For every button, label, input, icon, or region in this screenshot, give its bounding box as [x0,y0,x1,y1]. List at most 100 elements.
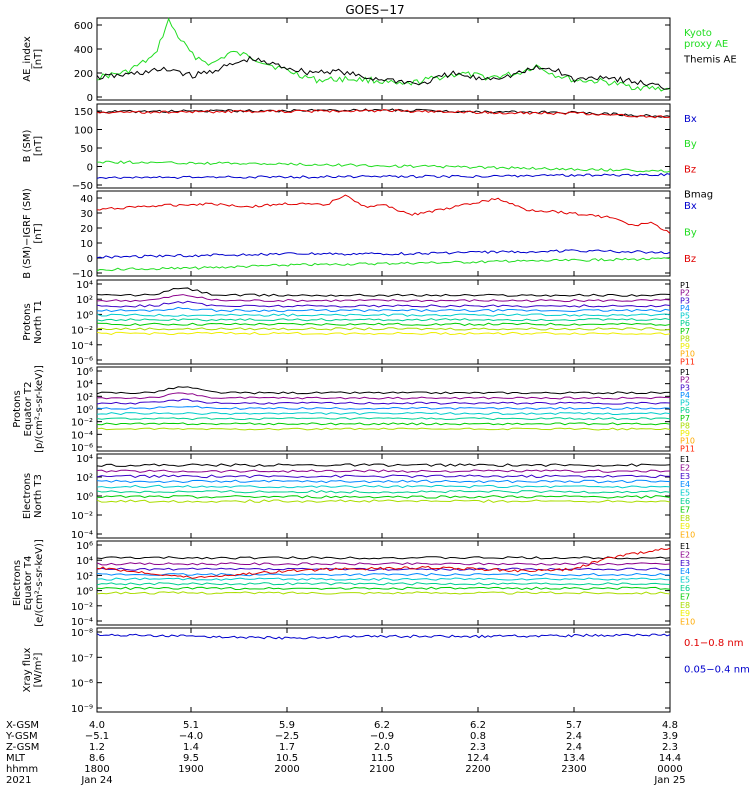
footer-cell: 1800 [84,764,109,775]
figure-title: GOES−17 [345,3,404,17]
channel-line [96,422,671,426]
y-tick-label: 10⁻⁷ [71,653,93,664]
footer-cell: 6.2 [374,720,390,731]
channel-line [96,479,671,484]
panel-8: Xray flux[W/m²] 10⁻⁸ 10⁻⁷ 10⁻⁶ 10⁻⁹ 0.1−0.8 n… [22,547,750,715]
legend-entry: P7 [680,327,690,336]
panel-3: B (SM)−IGRF (SM)[nT] −10 0 10 20 30 40 Bx By Bz [22,188,697,280]
channel-line [96,463,671,467]
y-tick-label: 30 [80,209,93,220]
panel-4: ProtonsNorth T1 10⁴ 10² 10⁰ 10⁻² 10⁻⁴ 10⁻⁶ P1P2… [22,279,695,367]
legend-entry: E10 [680,531,695,540]
legend-entry-line: proxy AE [684,39,728,50]
footer-row-label: 2021 [6,775,31,786]
footer-cell: 2.4 [566,731,582,742]
footer-cell: −5.1 [85,731,109,742]
y-tick-label: 0 [87,254,93,265]
series-line [96,172,671,180]
legend-entry: P2 [680,289,690,298]
legend-entry: P6 [680,406,690,415]
legend-entry: Bmag [684,190,713,201]
footer-cell: 4.8 [662,720,678,731]
legend-entry-line: Themis AE [683,54,737,65]
channel-line [96,318,671,322]
legend-entry: Bz [684,254,696,265]
legend-entry: E6 [680,584,690,593]
y-axis-label-line: Protons [12,390,23,427]
legend-entry: P11 [680,357,695,366]
y-axis-label-line: [e/(cm²-s-sr-keV)] [34,539,45,627]
panel-frame [96,17,671,101]
footer-cell: −4.0 [179,731,203,742]
y-tick-label: 10 [80,239,93,250]
legend-entry: E3 [680,559,690,568]
footer-cell: 5.7 [566,720,582,731]
legend-entry-line: Bz [684,164,696,175]
y-axis-label: Xray flux[W/m²] [22,648,44,693]
y-tick-label: 10⁻⁶ [71,443,93,454]
legend-entry: Bz [684,164,696,175]
legend-entry-line: By [684,227,697,238]
legend-entry: P4 [680,304,690,313]
footer-cell: 2000 [274,764,299,775]
footer-cell: 12.4 [467,753,489,764]
legend-entry: P1 [680,281,690,290]
series-line [96,547,671,579]
channel-line [96,313,671,317]
legend-entry: P3 [680,296,690,305]
channel-line [96,469,671,473]
y-tick-label: 10⁴ [76,556,93,567]
y-tick-label: 50 [80,144,93,155]
legend-entry: P10 [680,437,695,446]
legend-entry-line: 0.1−0.8 nm [684,638,743,649]
legend-entry: E4 [680,480,690,489]
y-tick-label: 10⁶ [76,367,93,378]
legend-entry: E7 [680,505,690,514]
footer-row-label: X-GSM [6,720,39,731]
y-axis-label-line: Xray flux [22,648,33,693]
legend-entry: P8 [680,334,690,343]
legend-entry: E5 [680,576,690,585]
legend-entry: P10 [680,350,695,359]
footer-cell: Jan 24 [80,775,112,786]
y-tick-label: 10⁻⁴ [71,341,93,352]
channel-line [96,300,671,308]
footer-row-label: Z-GSM [6,742,39,753]
legend-entry: E7 [680,592,690,601]
y-axis-label-line: Electrons [22,473,33,519]
panel-frame [96,279,671,365]
y-tick-label: 150 [74,107,93,118]
legend-entry-line: 0.05−0.4 nm [684,664,750,675]
y-tick-label: 10⁻⁹ [71,704,93,715]
panel-frame [96,540,671,626]
legend-entry: P9 [680,429,690,438]
channel-line [96,586,671,591]
footer-cell: 1.4 [183,742,199,753]
legend-entry: E8 [680,601,690,610]
legend-entry-line: Bz [684,254,696,265]
channel-line [96,427,671,431]
y-axis-label: AE_index[nT] [22,36,44,82]
legend-entry: E2 [680,550,690,559]
y-axis-label-line: [nT] [33,136,44,156]
panel-5: ProtonsEquator T2[p/(cm²-s-sr-keV)] 10⁶ 10… [12,365,695,454]
footer-cell: 2300 [561,764,586,775]
y-axis-label: B (SM)[nT] [22,129,44,162]
y-tick-label: 10⁰ [76,492,93,503]
legend-entry: E8 [680,514,690,523]
channel-line [96,398,671,405]
y-tick-label: 200 [74,69,93,80]
legend-entry: E1 [680,542,690,551]
channel-line [96,412,671,415]
channel-line [96,577,671,581]
legend-entry: P6 [680,319,690,328]
y-tick-label: 10⁻⁴ [71,430,93,441]
channel-line [96,499,671,503]
footer-cell: Jan 25 [653,775,685,786]
legend-entry: By [684,139,697,150]
channel-line [96,306,671,313]
legend-entry: E6 [680,497,690,506]
y-axis-label: B (SM)−IGRF (SM)[nT] [22,188,44,279]
